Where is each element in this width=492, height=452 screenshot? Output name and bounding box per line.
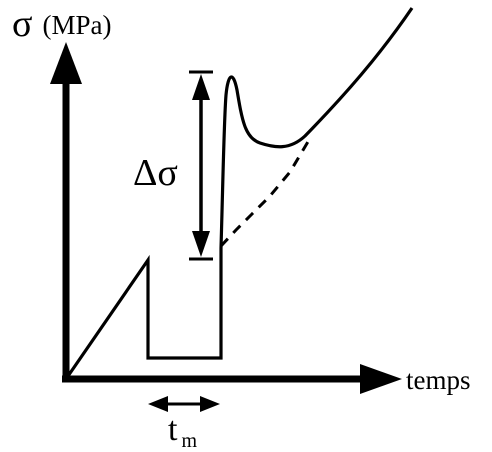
- x-axis: [62, 364, 402, 394]
- y-axis-symbol: σ: [12, 3, 32, 45]
- stress-jump-arrowhead-down: [192, 231, 210, 257]
- stress-jump-label: Δσ: [133, 152, 178, 194]
- hold-time-label: t m: [168, 411, 197, 452]
- stress-jump-indicator: [189, 70, 213, 261]
- y-axis-unit: (MPa): [42, 10, 111, 40]
- hold-time-base: t: [168, 411, 178, 448]
- hold-time-arrowhead-left: [148, 396, 168, 412]
- hold-time-arrowhead-right: [200, 396, 220, 412]
- stress-jump-arrowhead-up: [192, 74, 210, 100]
- y-axis-arrowhead: [50, 42, 82, 84]
- stress-curve: [64, 7, 414, 380]
- dashed-extrapolation: [219, 139, 311, 248]
- y-axis-label: σ (MPa): [12, 3, 111, 45]
- hold-time-indicator: [148, 396, 220, 412]
- x-axis-arrowhead: [360, 364, 402, 394]
- y-axis: [50, 42, 82, 382]
- hold-time-subscript: m: [181, 430, 197, 452]
- x-axis-label: temps: [406, 365, 471, 395]
